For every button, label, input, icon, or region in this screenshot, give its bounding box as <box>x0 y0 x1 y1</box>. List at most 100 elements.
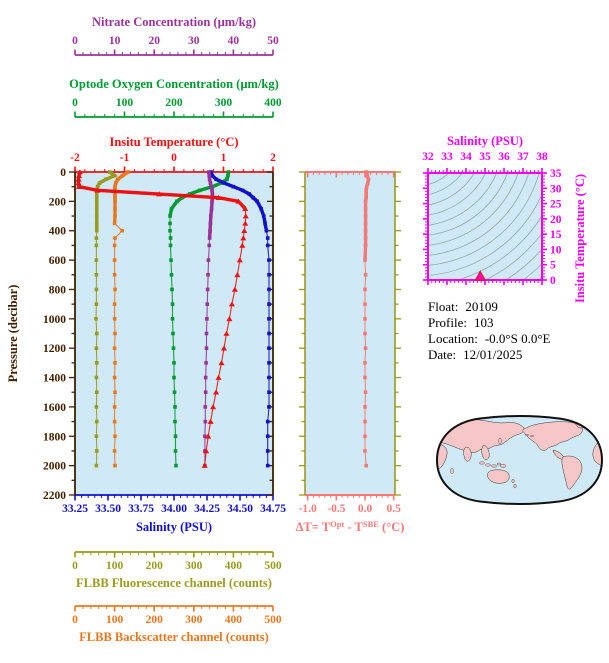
float-info-panel: Float: 20109 Profile: 103 Location: -0.0°S … <box>428 299 550 363</box>
ts-x-title: Salinity (PSU) <box>447 134 523 148</box>
svg-text:50: 50 <box>267 35 279 47</box>
delta-t-axis-title: ΔT= TOpt - TSBE (°C) <box>296 519 405 534</box>
svg-text:33.25: 33.25 <box>62 503 88 515</box>
temperature-axis: -2 -1 0 1 2 Insitu Temperature (°C) <box>70 135 276 173</box>
svg-text:0.5: 0.5 <box>386 503 401 515</box>
nitrate-axis: 0 10 20 30 40 50 Nitrate Concentration (µm/kg) <box>72 15 279 56</box>
svg-text:33.50: 33.50 <box>95 503 121 515</box>
svg-text:200: 200 <box>146 560 164 572</box>
location-value: -0.0°S 0.0°E <box>484 331 551 346</box>
map-land <box>437 419 602 490</box>
svg-text:200: 200 <box>165 97 183 109</box>
svg-text:100: 100 <box>106 614 124 626</box>
svg-text:0: 0 <box>60 167 66 179</box>
date-label: Date: <box>428 347 457 362</box>
profile-series-temperature <box>75 169 249 468</box>
svg-text:800: 800 <box>49 284 67 296</box>
location-row: Location: -0.0°S 0.0°E <box>428 331 550 347</box>
svg-text:100: 100 <box>106 560 124 572</box>
ts-plot-area <box>428 173 542 280</box>
svg-text:10: 10 <box>550 244 562 256</box>
svg-text:35: 35 <box>550 168 562 180</box>
svg-text:-0.5: -0.5 <box>327 503 345 515</box>
svg-text:34.00: 34.00 <box>161 503 187 515</box>
profile-value: 103 <box>474 315 494 330</box>
svg-text:20: 20 <box>550 214 562 226</box>
backscatter-axis: 0 100 200 300 400 500 FLBB Backscatter channel… <box>72 605 282 644</box>
ts-y-title: Insitu Temperature (°C) <box>573 174 587 303</box>
svg-text:500: 500 <box>264 560 282 572</box>
date-row: Date: 12/01/2025 <box>428 347 550 363</box>
svg-text:FLBB Fluorescence channel (cou: FLBB Fluorescence channel (counts) <box>76 576 272 590</box>
svg-text:FLBB Backscatter channel (coun: FLBB Backscatter channel (counts) <box>79 630 269 644</box>
float-label: Float: <box>428 299 459 314</box>
profile-row: Profile: 103 <box>428 315 550 331</box>
delta-t-panel: -1.0 -0.5 0.0 0.5 ΔT= TOpt - TSBE (°C) <box>296 170 405 534</box>
fluorescence-axis: 0 100 200 300 400 500 FLBB Fluorescence channe… <box>72 551 282 590</box>
svg-text:38: 38 <box>536 151 548 163</box>
svg-text:400: 400 <box>264 97 282 109</box>
delta-t-series <box>363 170 371 468</box>
svg-text:2000: 2000 <box>43 461 66 473</box>
svg-text:36: 36 <box>498 151 510 163</box>
svg-text:20: 20 <box>148 35 160 47</box>
svg-text:32: 32 <box>422 151 434 163</box>
svg-text:-1.0: -1.0 <box>299 503 317 515</box>
svg-text:400: 400 <box>225 560 243 572</box>
svg-text:100: 100 <box>116 97 134 109</box>
svg-text:Insitu Temperature (°C): Insitu Temperature (°C) <box>109 135 238 149</box>
profile-series-fluorescence <box>94 170 118 468</box>
svg-text:-1: -1 <box>120 152 130 164</box>
svg-text:0.0: 0.0 <box>358 503 373 515</box>
svg-text:2200: 2200 <box>43 490 66 502</box>
svg-text:500: 500 <box>264 614 282 626</box>
svg-text:37: 37 <box>517 151 529 163</box>
svg-text:25: 25 <box>550 199 562 211</box>
svg-text:Pressure (decibar): Pressure (decibar) <box>6 285 20 383</box>
svg-text:1600: 1600 <box>43 402 66 414</box>
svg-text:34: 34 <box>460 151 472 163</box>
svg-text:40: 40 <box>228 35 240 47</box>
svg-text:34.25: 34.25 <box>194 503 220 515</box>
svg-text:1000: 1000 <box>43 314 66 326</box>
svg-text:33.75: 33.75 <box>128 503 154 515</box>
ts-data-marker <box>474 270 487 281</box>
svg-text:1200: 1200 <box>43 343 66 355</box>
svg-text:34.75: 34.75 <box>260 503 286 515</box>
profile-series-salinity <box>209 170 271 468</box>
delta-t-plot-area <box>305 172 395 495</box>
svg-text:300: 300 <box>185 560 203 572</box>
location-label: Location: <box>428 331 478 346</box>
float-id-row: Float: 20109 <box>428 299 550 315</box>
svg-text:-2: -2 <box>70 152 80 164</box>
ts-diagram: 32 33 34 35 36 37 38 0 5 10 15 20 25 30 35 Salinity (PS… <box>422 134 587 303</box>
svg-text:0: 0 <box>72 97 78 109</box>
profile-label: Profile: <box>428 315 467 330</box>
svg-text:35: 35 <box>479 151 491 163</box>
map-outline <box>435 414 604 506</box>
svg-text:0: 0 <box>72 614 78 626</box>
svg-text:600: 600 <box>49 255 67 267</box>
float-value: 20109 <box>465 299 498 314</box>
svg-text:0: 0 <box>171 152 177 164</box>
world-map <box>435 414 604 506</box>
svg-text:34.50: 34.50 <box>227 503 253 515</box>
svg-text:1400: 1400 <box>43 373 66 385</box>
svg-text:30: 30 <box>188 35 200 47</box>
svg-text:5: 5 <box>550 260 556 272</box>
svg-text:0: 0 <box>72 35 78 47</box>
svg-text:200: 200 <box>146 614 164 626</box>
oxygen-axis: 0 100 200 300 400 Optode Oxygen Concentration… <box>69 77 282 118</box>
svg-text:Nitrate Concentration (µm/kg): Nitrate Concentration (µm/kg) <box>92 15 256 29</box>
profile-series-oxygen <box>168 170 231 468</box>
svg-text:1: 1 <box>221 152 227 164</box>
svg-text:400: 400 <box>49 226 67 238</box>
svg-text:300: 300 <box>215 97 233 109</box>
svg-text:400: 400 <box>225 614 243 626</box>
salinity-axis: 33.25 33.50 33.75 34.00 34.25 34.50 34.75 Salin… <box>62 494 286 534</box>
svg-text:0: 0 <box>72 560 78 572</box>
svg-text:0: 0 <box>550 275 556 287</box>
svg-text:30: 30 <box>550 183 562 195</box>
svg-text:1800: 1800 <box>43 431 66 443</box>
